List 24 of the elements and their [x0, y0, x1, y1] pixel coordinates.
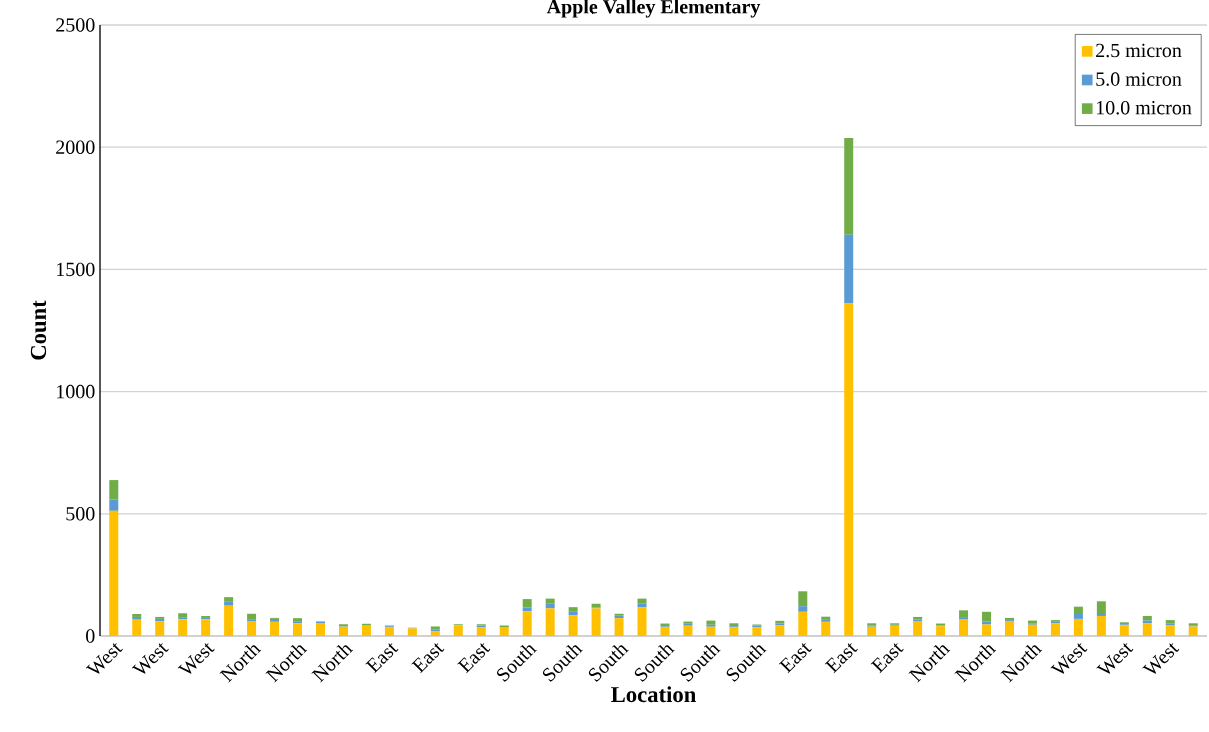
x-tick-label: West: [1096, 643, 1134, 674]
x-tick-label: East: [870, 643, 904, 674]
x-tick-label: East: [778, 643, 812, 674]
x-tick-label: West: [1050, 643, 1088, 674]
x-tick-label: West: [177, 643, 215, 674]
y-tick-label: 2500: [56, 18, 95, 32]
legend-label: 10.0 micron: [1096, 100, 1192, 115]
x-tick-label: West: [85, 643, 123, 674]
y-tick-label: 2000: [56, 140, 95, 154]
y-tick-label: 500: [66, 507, 95, 521]
x-tick-label: West: [1142, 643, 1180, 674]
y-tick-label: 1500: [57, 262, 95, 277]
legend-label: 2.5 micron: [1096, 43, 1182, 58]
legend-label: 5.0 micron: [1096, 72, 1182, 86]
x-tick-label: East: [457, 643, 491, 674]
y-tick-label: 0: [86, 629, 95, 643]
x-axis-title: Location: [611, 686, 696, 703]
x-tick-label: West: [131, 643, 169, 674]
x-tick-label: East: [824, 643, 858, 674]
x-tick-label: East: [365, 643, 399, 674]
y-axis-title: Count: [30, 300, 47, 360]
y-tick-label: 1000: [57, 384, 95, 399]
chart-title: Apple Valley Elementary: [546, 0, 761, 18]
x-tick-label: East: [411, 643, 445, 674]
